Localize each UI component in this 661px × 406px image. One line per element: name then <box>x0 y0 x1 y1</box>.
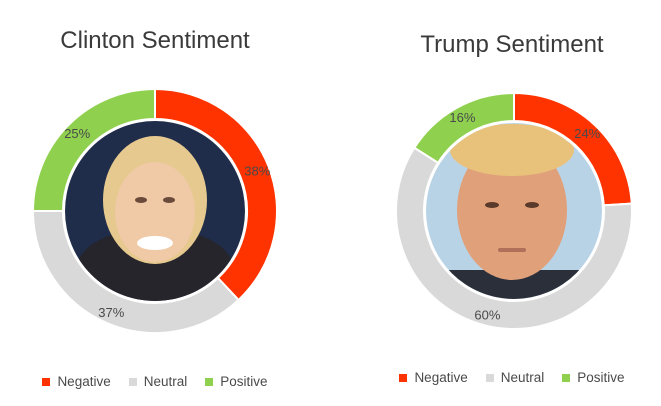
trump-chart: Trump Sentiment 24% 60% 16% Negative Neutra… <box>362 0 661 406</box>
slice-label-neutral: 37% <box>98 305 124 320</box>
slice-positive <box>412 91 515 165</box>
legend-label: Negative <box>414 370 468 385</box>
legend-label: Neutral <box>500 370 545 385</box>
legend-label: Neutral <box>143 374 188 389</box>
legend-label: Negative <box>57 374 111 389</box>
slice-label-positive: 25% <box>64 126 90 141</box>
legend-item-positive: Positive <box>205 374 268 389</box>
legend-item-positive: Positive <box>562 370 625 385</box>
legend-swatch <box>485 373 494 382</box>
legend-label: Positive <box>220 374 268 389</box>
slice-positive <box>31 87 156 212</box>
legend-swatch <box>399 373 408 382</box>
legend: Negative Neutral Positive <box>5 374 305 389</box>
slice-label-negative: 38% <box>244 164 270 179</box>
legend-swatch <box>128 377 137 386</box>
legend-item-neutral: Neutral <box>128 374 188 389</box>
legend-label: Positive <box>577 370 625 385</box>
legend-swatch <box>42 377 51 386</box>
legend-swatch <box>562 373 571 382</box>
chart-title: Clinton Sentiment <box>60 27 250 54</box>
legend-item-neutral: Neutral <box>485 370 545 385</box>
chart-title: Trump Sentiment <box>420 31 604 58</box>
clinton-photo <box>65 121 245 301</box>
legend-swatch <box>205 377 214 386</box>
trump-donut: 24% 60% 16% <box>395 91 633 330</box>
clinton-donut: 38% 37% 25% <box>31 87 278 334</box>
trump-photo <box>426 123 602 299</box>
clinton-chart: Clinton Sentiment 38% 37% 25% Negative Neut… <box>5 0 305 406</box>
slice-label-neutral: 60% <box>474 308 500 323</box>
legend-item-negative: Negative <box>42 374 111 389</box>
slice-label-positive: 16% <box>449 110 475 125</box>
slice-label-negative: 24% <box>574 126 600 141</box>
slice-neutral <box>395 146 633 330</box>
legend: Negative Neutral Positive <box>362 370 661 385</box>
legend-item-negative: Negative <box>399 370 468 385</box>
